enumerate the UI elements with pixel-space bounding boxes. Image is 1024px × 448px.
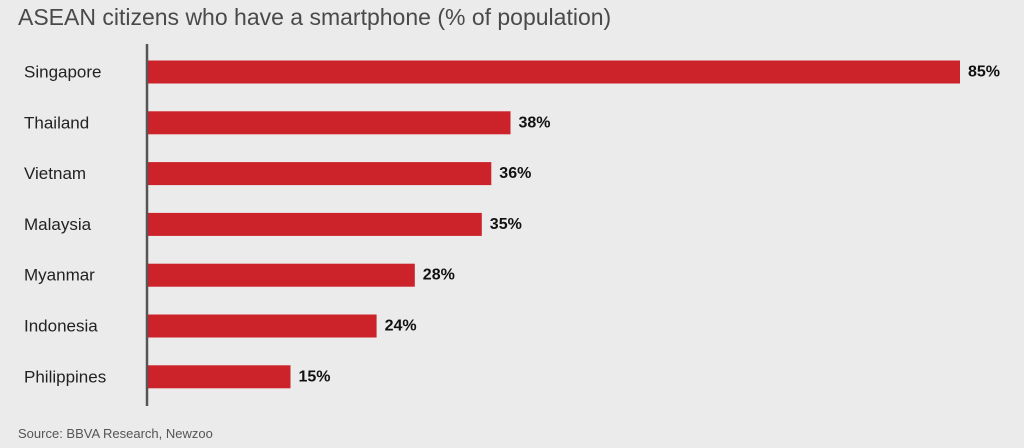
- category-label-myanmar: Myanmar: [24, 266, 95, 285]
- bar-philippines: [147, 365, 291, 389]
- value-label-philippines: 15%: [299, 368, 331, 385]
- category-label-philippines: Philippines: [24, 367, 106, 386]
- bar-malaysia: [147, 212, 482, 236]
- category-label-malaysia: Malaysia: [24, 215, 92, 234]
- category-label-vietnam: Vietnam: [24, 164, 86, 183]
- bar-singapore: [147, 60, 960, 84]
- bar-myanmar: [147, 263, 415, 287]
- value-label-singapore: 85%: [968, 64, 1000, 81]
- value-label-thailand: 38%: [519, 114, 551, 131]
- value-label-indonesia: 24%: [385, 318, 417, 335]
- bar-indonesia: [147, 314, 377, 338]
- bars-layer: Singapore 85% Thailand 38% Vietnam 36% Malaysi…: [24, 60, 1000, 389]
- category-label-indonesia: Indonesia: [24, 317, 98, 336]
- source-note: Source: BBVA Research, Newzoo: [18, 426, 213, 441]
- value-label-malaysia: 35%: [490, 216, 522, 233]
- category-label-thailand: Thailand: [24, 113, 89, 132]
- bar-thailand: [147, 111, 511, 135]
- category-label-singapore: Singapore: [24, 63, 102, 82]
- chart-title: ASEAN citizens who have a smartphone (% …: [18, 4, 612, 30]
- bar-vietnam: [147, 162, 492, 186]
- value-label-myanmar: 28%: [423, 267, 455, 284]
- value-label-vietnam: 36%: [499, 165, 531, 182]
